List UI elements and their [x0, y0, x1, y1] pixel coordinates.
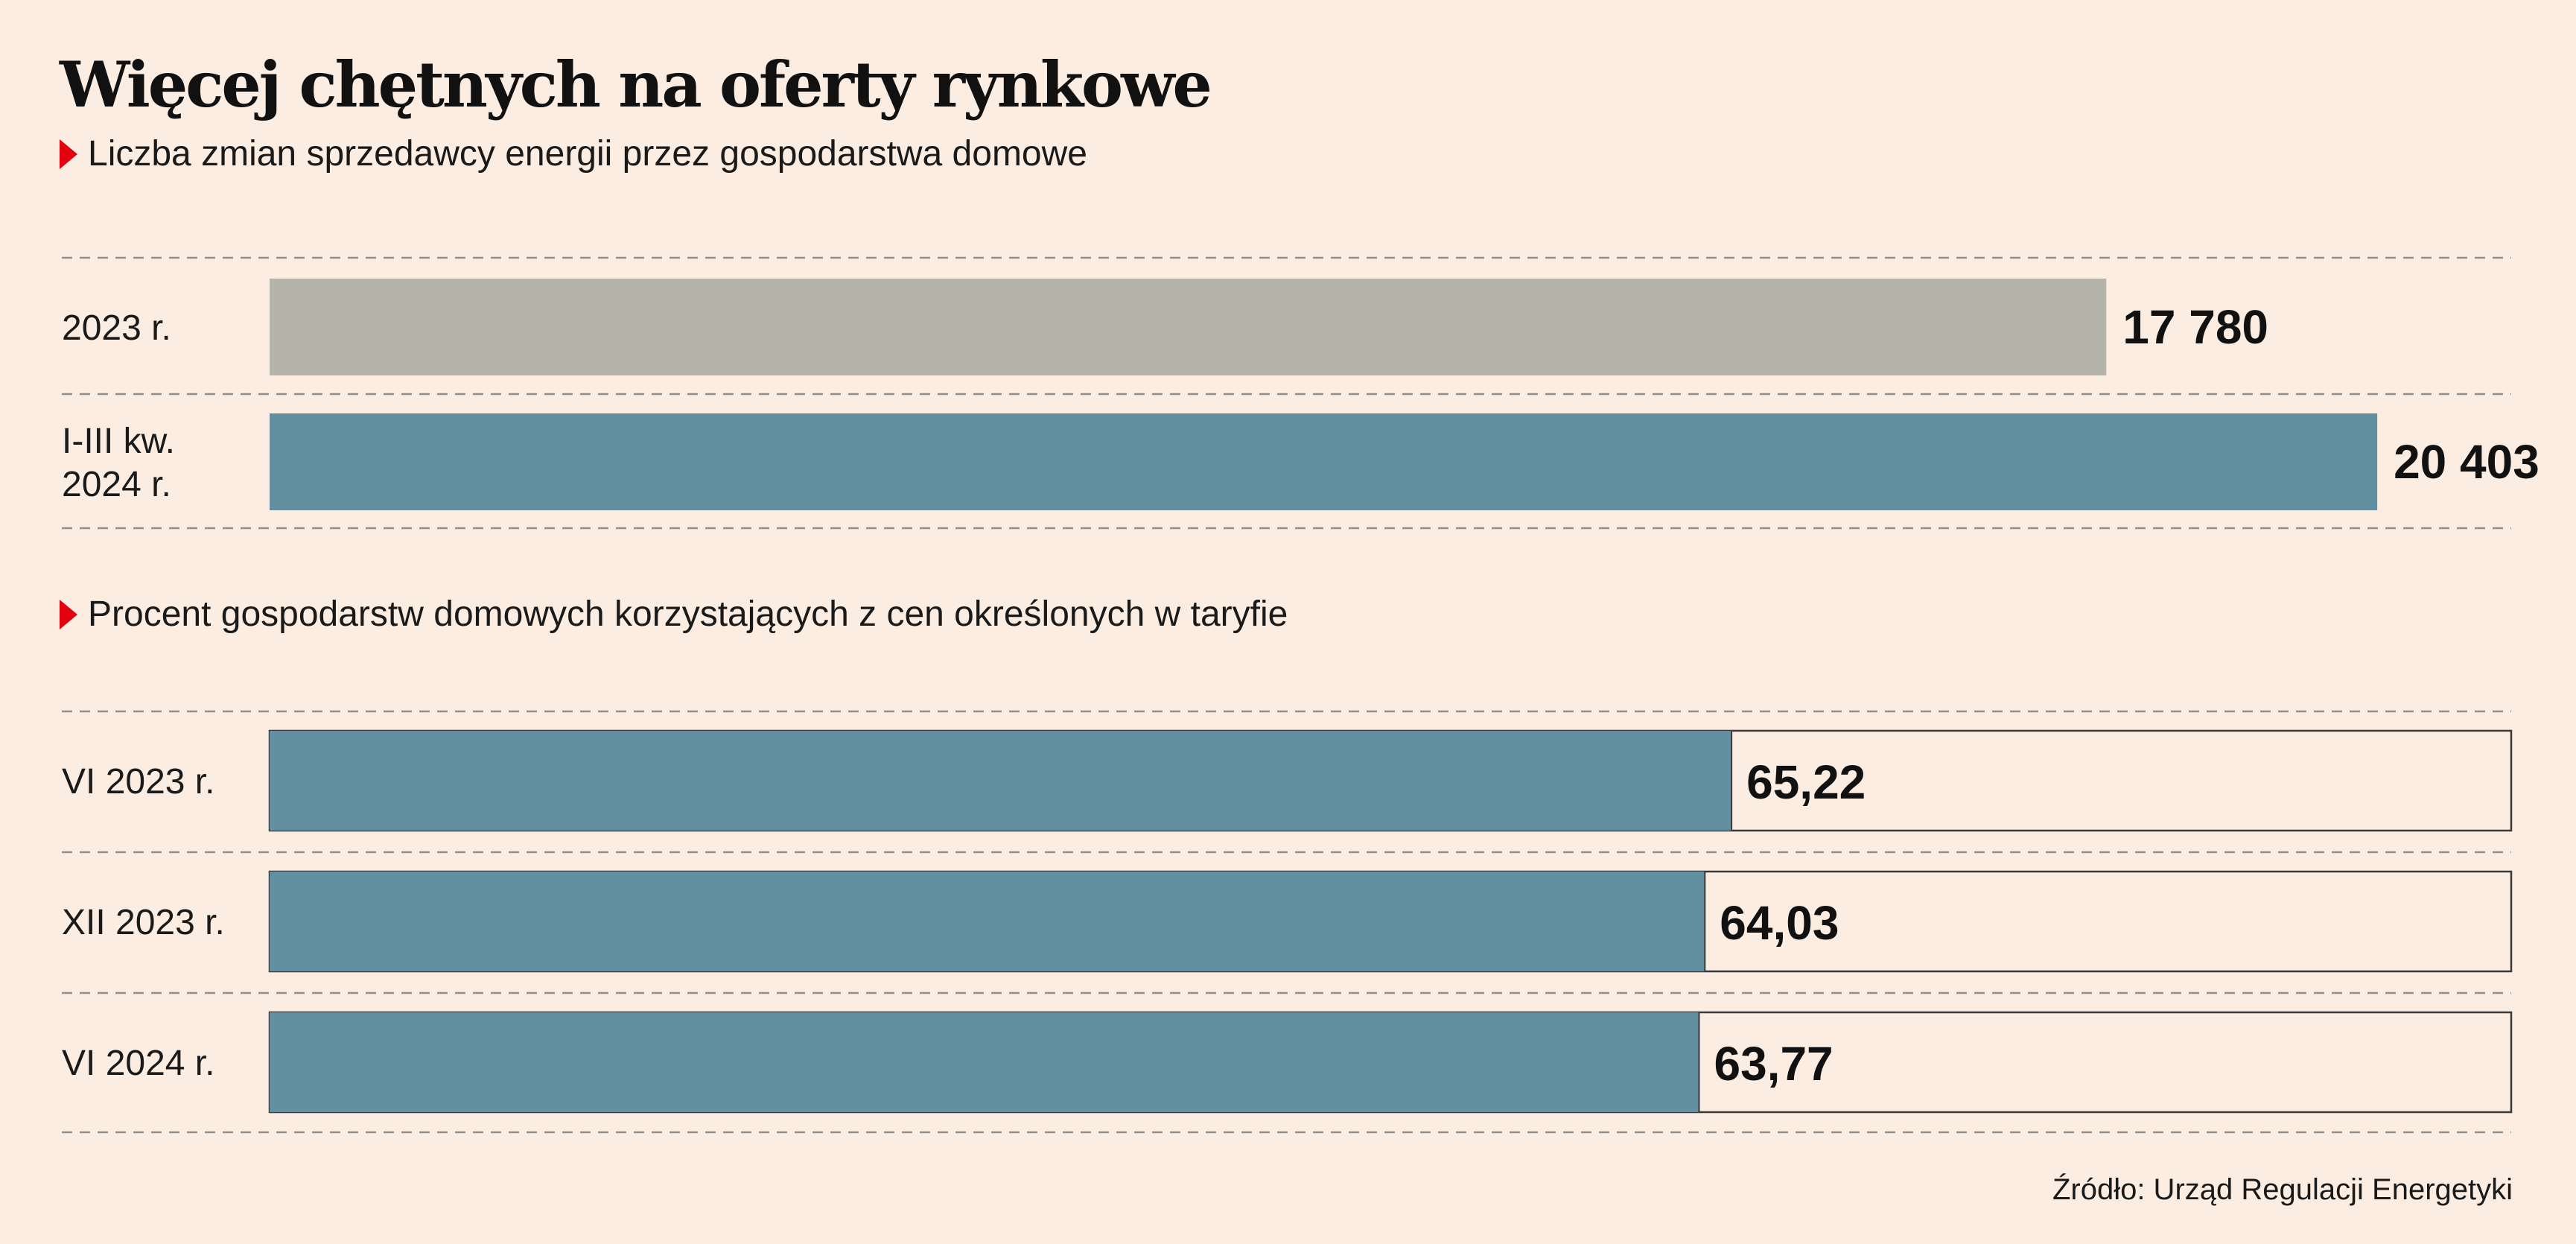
chart-1-subtitle-text: Liczba zmian sprzedawcy energii przez go…: [88, 134, 1087, 174]
red-triangle-icon: [60, 139, 77, 169]
bar: [270, 1012, 1699, 1112]
category-label: 2023 r.: [62, 308, 171, 348]
category-label: VI 2024 r.: [62, 1044, 214, 1083]
category-label: XII 2023 r.: [62, 903, 225, 942]
data-label: 64,03: [1720, 896, 1839, 950]
data-label: 65,22: [1746, 755, 1866, 809]
chart-title: Więcej chętnych na oferty rynkowe: [60, 48, 1212, 121]
category-label: 2024 r.: [62, 465, 171, 504]
category-label: I-III kw.: [62, 422, 175, 461]
bar: [270, 731, 1732, 831]
chart-1-subtitle: Liczba zmian sprzedawcy energii przez go…: [60, 136, 1087, 172]
category-label: VI 2023 r.: [62, 762, 214, 802]
source-note: Źródło: Urząd Regulacji Energetyki: [2052, 1173, 2513, 1206]
bar: [270, 413, 2378, 510]
data-label: 17 780: [2122, 300, 2268, 354]
chart-2-subtitle-text: Procent gospodarstw domowych korzystając…: [88, 594, 1288, 634]
data-label: 63,77: [1714, 1037, 1833, 1091]
data-label: 20 403: [2394, 435, 2540, 489]
red-triangle-icon: [60, 600, 77, 629]
bar: [270, 872, 1705, 971]
chart-2-subtitle: Procent gospodarstw domowych korzystając…: [60, 597, 1288, 632]
bar: [270, 279, 2107, 375]
